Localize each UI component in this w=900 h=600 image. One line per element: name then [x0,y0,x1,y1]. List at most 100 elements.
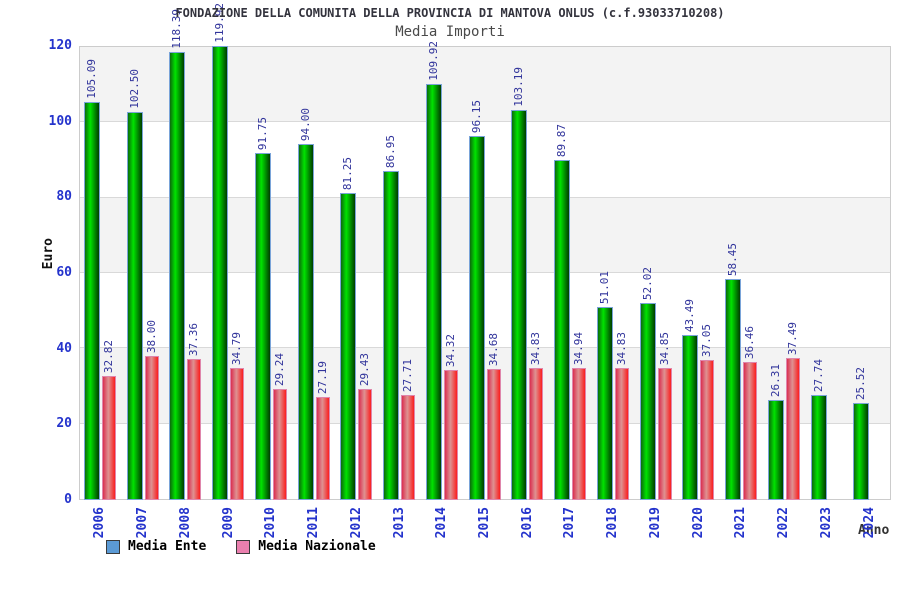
legend: Media Ente Media Nazionale [106,539,376,554]
bar-media-ente [255,153,271,500]
bar-media-nazionale [743,362,757,500]
value-label: 25.52 [854,366,867,400]
y-tick-label: 100 [48,114,72,129]
bar-media-ente [597,307,613,500]
value-label: 34.83 [615,331,628,365]
bar-media-ente [682,335,698,500]
value-label: 27.71 [401,358,414,392]
bar-media-ente [469,136,485,500]
y-tick-label: 20 [56,416,72,431]
bar-media-nazionale [102,376,116,500]
value-label: 38.00 [145,319,158,353]
value-label: 94.00 [299,107,312,141]
bar-media-nazionale [358,389,372,500]
value-label: 27.74 [812,358,825,392]
x-tick-label: 2020 [691,507,706,539]
y-tick-label: 0 [64,492,72,507]
value-label: 58.45 [726,242,739,276]
x-tick-label: 2017 [562,507,577,539]
value-label: 34.79 [230,331,243,365]
value-label: 51.01 [598,270,611,304]
plot-band [80,273,890,349]
bar-media-ente [768,400,784,500]
legend-label: Media Nazionale [258,539,376,554]
bar-media-nazionale [401,395,415,500]
value-label: 105.09 [85,59,98,99]
gridline [80,347,890,349]
y-tick-label: 40 [56,341,72,356]
value-label: 109.92 [427,41,440,81]
bar-media-ente [725,279,741,500]
bar-media-ente [811,395,827,500]
x-tick-label: 2023 [819,507,834,539]
value-label: 43.49 [683,298,696,332]
x-tick-label: 2024 [862,507,877,539]
y-tick-label: 60 [56,265,72,280]
bar-media-nazionale [572,368,586,500]
x-tick-label: 2012 [349,507,364,539]
bar-media-ente [340,193,356,500]
value-label: 37.05 [700,323,713,357]
gridline [80,272,890,273]
bar-media-ente [383,171,399,500]
bar-media-ente [298,144,314,500]
legend-swatch-icon [236,539,251,554]
value-label: 103.19 [512,67,525,107]
value-label: 34.94 [572,331,585,365]
x-tick-label: 2021 [733,507,748,539]
x-tick-label: 2011 [306,507,321,539]
gridline [80,422,890,424]
y-tick-label: 80 [56,189,72,204]
x-tick-label: 2006 [92,507,107,539]
value-label: 89.87 [555,123,568,157]
x-axis-title: Anno [858,523,890,538]
bar-media-ente [127,112,143,500]
value-label: 37.49 [786,321,799,355]
value-label: 32.82 [102,339,115,373]
value-label: 34.83 [529,331,542,365]
bar-media-ente [554,160,570,500]
bar-media-nazionale [273,389,287,500]
bar-media-nazionale [658,368,672,500]
x-tick-label: 2014 [434,507,449,539]
x-tick-label: 2013 [392,507,407,539]
value-label: 91.75 [256,116,269,150]
bar-media-ente [212,46,228,500]
value-label: 36.46 [743,325,756,359]
value-label: 34.32 [444,333,457,367]
value-label: 52.02 [641,266,654,300]
x-tick-label: 2009 [221,507,236,539]
value-label: 27.19 [316,360,329,394]
legend-item-media-nazionale: Media Nazionale [236,539,376,554]
value-label: 34.85 [658,331,671,365]
gridline [80,121,890,123]
legend-label: Media Ente [128,539,207,554]
bar-media-nazionale [187,359,201,500]
bar-media-nazionale [529,368,543,500]
bar-media-ente [84,102,100,500]
bar-media-nazionale [444,370,458,500]
x-tick-label: 2022 [776,507,791,539]
value-label: 96.15 [470,99,483,133]
x-tick-label: 2007 [135,507,150,539]
bar-media-ente [853,403,869,500]
bar-media-nazionale [145,356,159,500]
gridline [80,196,890,198]
value-label: 86.95 [384,134,397,168]
value-label: 29.24 [273,352,286,386]
bar-media-nazionale [487,369,501,500]
plot-band [80,122,890,198]
x-tick-label: 2016 [520,507,535,539]
bar-media-ente [511,110,527,500]
bar-media-ente [169,52,185,500]
legend-swatch-icon [106,539,120,554]
bar-media-nazionale [316,397,330,500]
bar-media-nazionale [615,368,629,500]
value-label: 29.43 [358,352,371,386]
value-label: 34.68 [487,332,500,366]
bar-media-ente [640,303,656,500]
x-tick-label: 2008 [178,507,193,539]
chart-title: FONDAZIONE DELLA COMUNITA DELLA PROVINCI… [175,6,725,20]
x-tick-label: 2010 [263,507,278,539]
